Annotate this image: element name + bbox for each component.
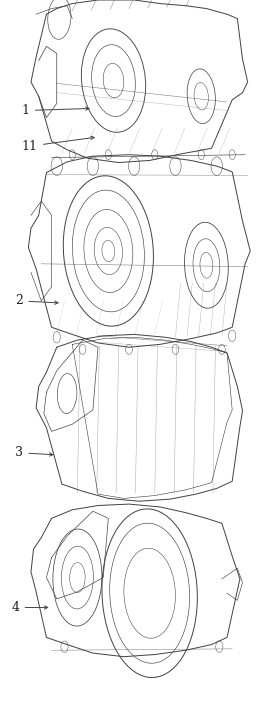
Text: 1: 1 [22, 104, 89, 117]
Text: 2: 2 [15, 294, 58, 307]
Text: 4: 4 [12, 601, 48, 614]
Text: 11: 11 [22, 136, 94, 153]
Text: 3: 3 [15, 446, 53, 459]
